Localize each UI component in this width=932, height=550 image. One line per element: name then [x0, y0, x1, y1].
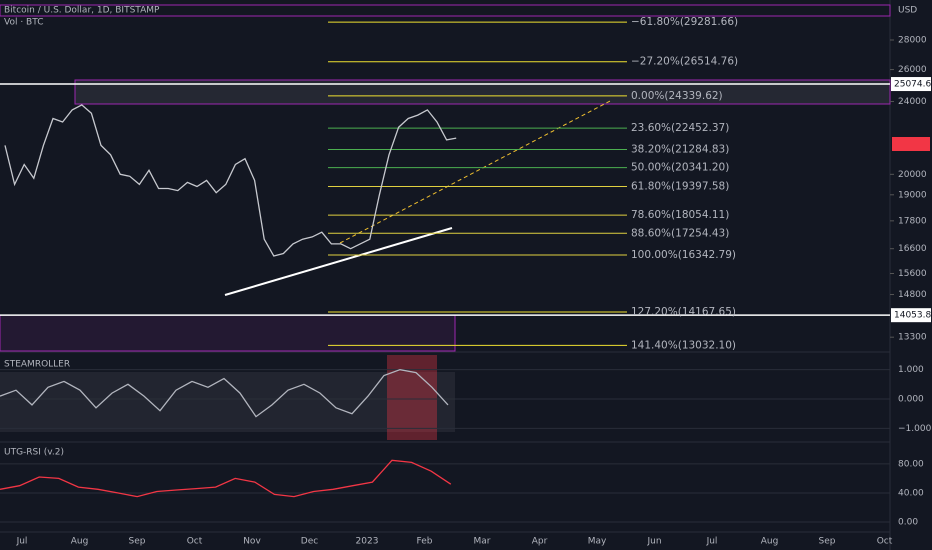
price-tick-label: 16600	[898, 244, 927, 254]
time-label: Aug	[761, 537, 779, 547]
fib-label: 61.80%(19397.58)	[631, 181, 729, 193]
steamroller-line	[0, 369, 449, 418]
marked-price-tag	[891, 308, 931, 323]
time-label: Feb	[417, 537, 433, 547]
panel-tick-label: −1.000	[898, 424, 932, 434]
price-tick-label: 14800	[898, 290, 927, 300]
fib-label: 38.20%(21284.83)	[631, 143, 729, 155]
fib-label: −61.80%(29281.66)	[631, 16, 738, 28]
time-label: Oct	[187, 537, 203, 547]
symbol-title: Bitcoin / U.S. Dollar, 1D, BITSTAMP	[4, 6, 160, 16]
time-label: Jul	[16, 537, 28, 547]
price-tick-label: 15600	[898, 269, 927, 279]
fib-label: 141.40%(13032.10)	[631, 339, 736, 351]
panel-tick-label: 1.000	[898, 365, 924, 375]
steamroller-highlight	[387, 355, 437, 440]
time-label: Jun	[646, 537, 661, 547]
rsi-title: UTG-RSI (v.2)	[4, 448, 64, 458]
time-label: Mar	[474, 537, 491, 547]
time-label: Nov	[243, 537, 261, 547]
time-label: Jul	[706, 537, 718, 547]
fib-label: 78.60%(18054.11)	[631, 209, 729, 221]
fib-label: 50.00%(20341.20)	[631, 162, 729, 174]
price-tick-label: 28000	[898, 35, 927, 45]
trend-projection	[339, 99, 613, 244]
panel-tick-label: 80.00	[898, 459, 924, 469]
time-label: Sep	[129, 537, 146, 547]
time-label: Apr	[532, 537, 548, 547]
price-tick-label: 20000	[898, 170, 927, 180]
marked-price-label: 25074.67	[894, 80, 932, 90]
time-label: May	[588, 537, 607, 547]
fib-label: 0.00%(24339.62)	[631, 90, 723, 102]
last-price-tag	[892, 137, 930, 151]
trend-line	[224, 227, 453, 296]
price-tick-label: 17800	[898, 216, 927, 226]
currency: USD	[898, 6, 917, 16]
fib-label: 127.20%(14167.65)	[631, 306, 736, 318]
fib-label: 100.00%(16342.79)	[631, 249, 736, 261]
panel-tick-label: 0.000	[898, 395, 924, 405]
zone-box	[0, 4, 891, 17]
time-label: Oct	[877, 537, 893, 547]
price-tick-label: 19000	[898, 190, 927, 200]
fib-label: −27.20%(26514.76)	[631, 56, 738, 68]
fib-label: 88.60%(17254.43)	[631, 227, 729, 239]
time-label: Sep	[819, 537, 836, 547]
rsi-line	[0, 459, 452, 498]
time-label: 2023	[356, 537, 379, 547]
price-line	[4, 104, 457, 257]
volume-label: Vol · BTC	[4, 18, 43, 28]
panel-tick-label: 40.00	[898, 488, 924, 498]
steamroller-title: STEAMROLLER	[4, 360, 70, 370]
price-tick-label: 13300	[898, 333, 927, 343]
time-label: Dec	[301, 537, 318, 547]
price-tick-label: 24000	[898, 97, 927, 107]
time-label: Aug	[71, 537, 89, 547]
panel-tick-label: 0.00	[898, 518, 918, 528]
marked-price-tag	[891, 77, 931, 92]
price-tick-label: 26000	[898, 65, 927, 75]
fib-label: 23.60%(22452.37)	[631, 122, 729, 134]
marked-price-label: 14053.84	[894, 311, 932, 321]
